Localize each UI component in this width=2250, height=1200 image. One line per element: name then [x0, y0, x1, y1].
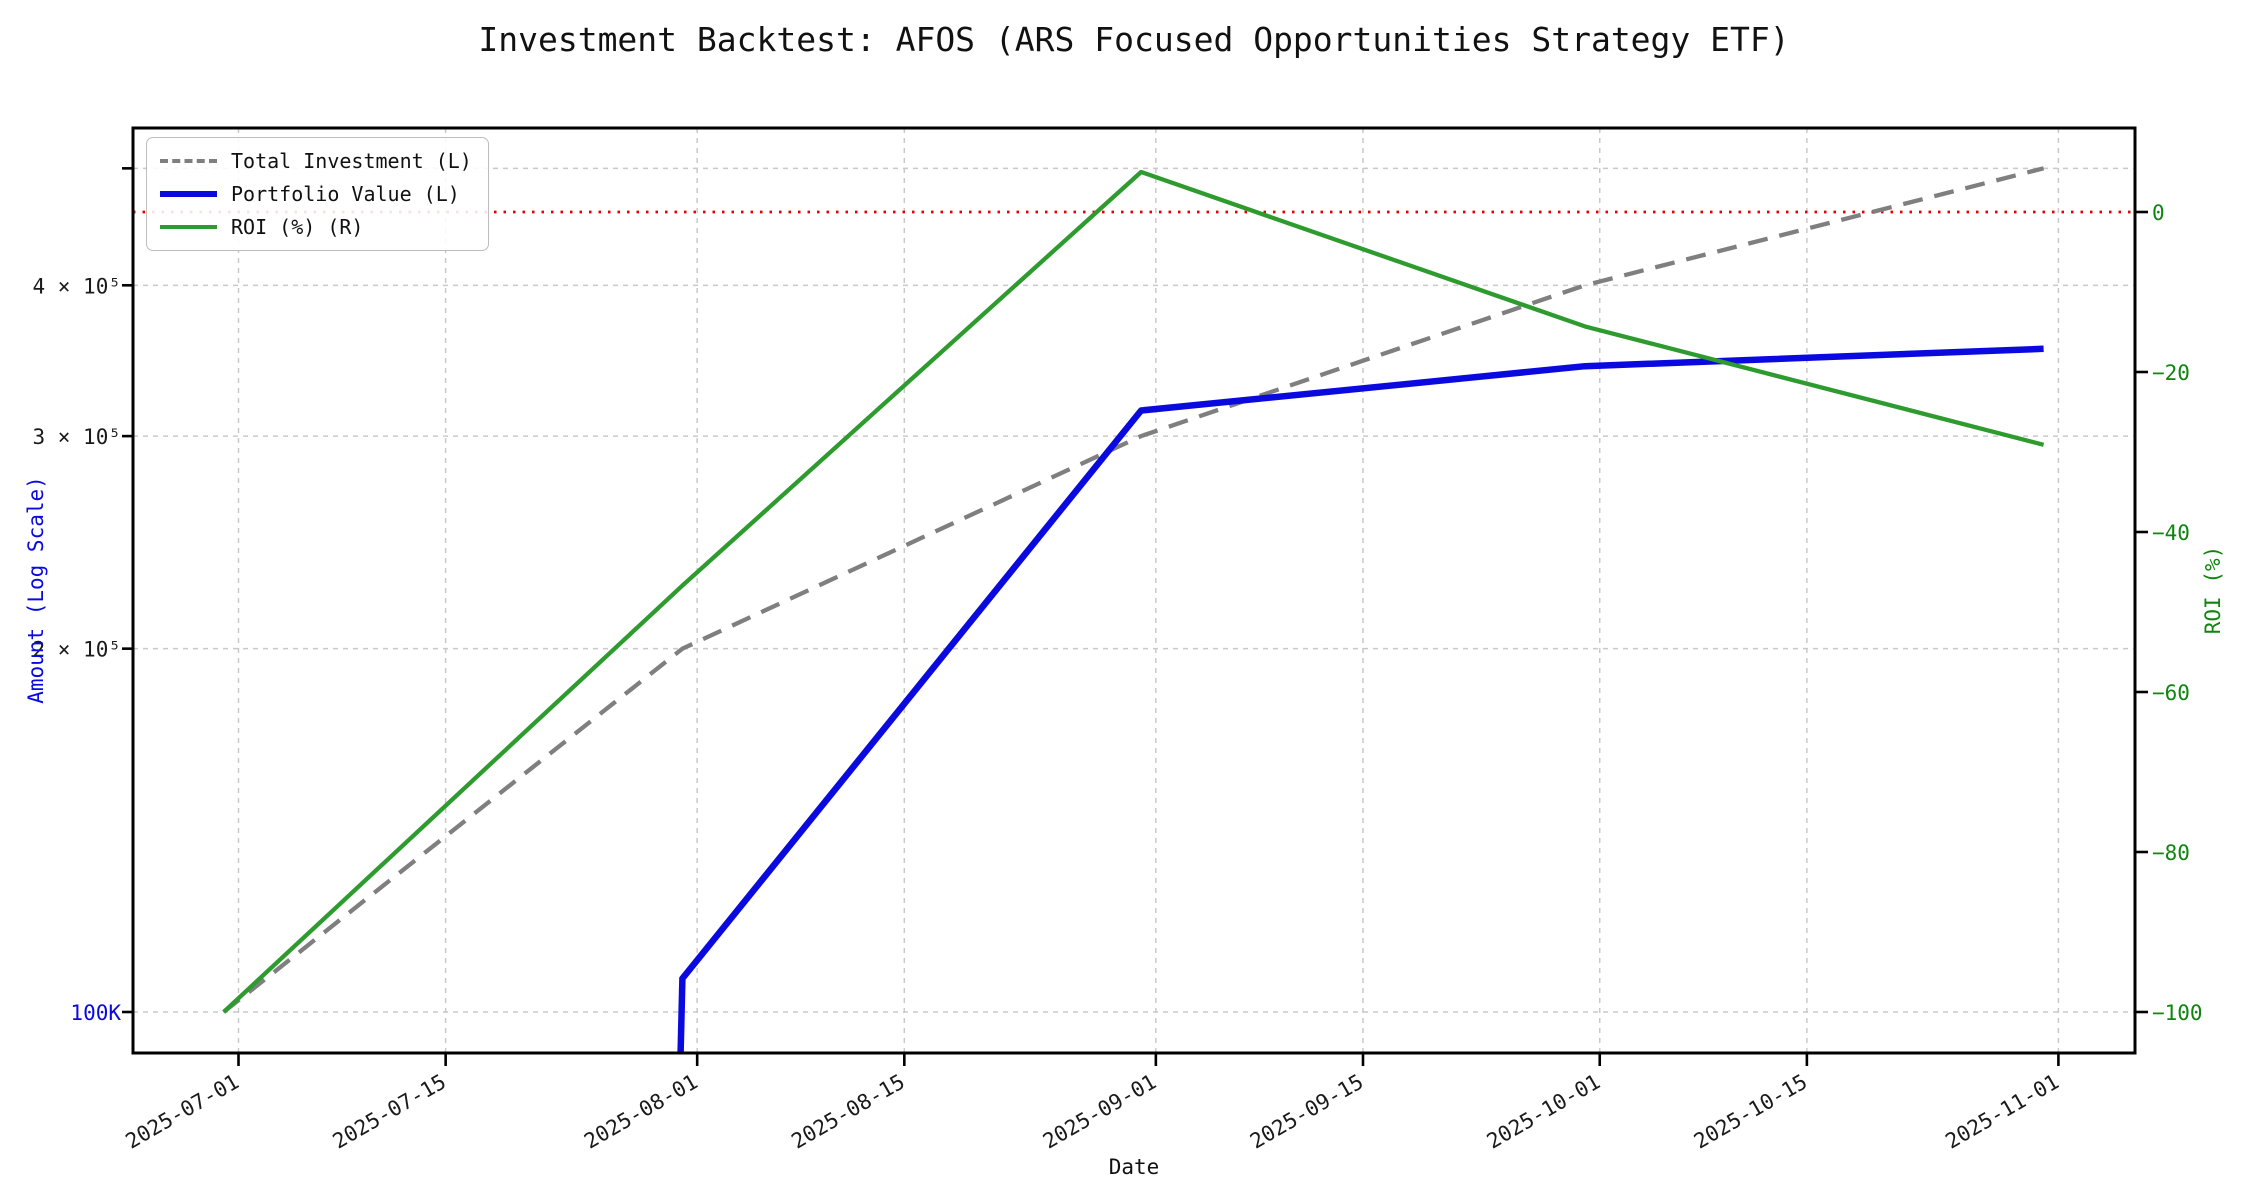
y-right-tick-label: −60 — [2152, 681, 2190, 705]
plot-border — [131, 126, 2137, 1055]
legend-label: Total Investment (L) — [231, 149, 472, 173]
series-roi-line — [222, 169, 2045, 1014]
x-tick-label: 2025-08-15 — [787, 1070, 908, 1154]
x-tick-label: 2025-11-01 — [1941, 1070, 2062, 1154]
y-right-axis-label: ROI (%) — [2201, 545, 2225, 635]
y-right-tick-label: −20 — [2152, 361, 2190, 385]
legend-item-total-investment: Total Investment (L) — [160, 149, 472, 173]
legend-blue-line-sample — [160, 191, 217, 197]
legend: Total Investment (L) Portfolio Value (L)… — [146, 137, 489, 251]
y-right-tick-label: −80 — [2152, 841, 2190, 865]
series-portfolio-value-line — [677, 345, 2044, 1053]
y-left-axis-label: Amount (Log Scale) — [24, 476, 48, 704]
x-tick-label: 2025-07-15 — [329, 1070, 450, 1154]
y-right-tick-label: 0 — [2152, 201, 2165, 225]
y-left-tick-label: 4 × 10⁵ — [32, 274, 121, 298]
x-axis-label: Date — [1108, 1155, 1160, 1179]
legend-green-line-sample — [160, 225, 217, 229]
chart-title: Investment Backtest: AFOS (ARS Focused O… — [478, 20, 1790, 59]
y-left-tick-label: 100K — [70, 1001, 121, 1025]
legend-item-roi: ROI (%) (R) — [160, 215, 472, 239]
legend-item-portfolio-value: Portfolio Value (L) — [160, 182, 472, 206]
x-tick-label: 2025-09-15 — [1246, 1070, 1367, 1154]
y-left-tick-label: 2 × 10⁵ — [32, 638, 121, 662]
x-tick-label: 2025-10-15 — [1690, 1070, 1811, 1154]
y-left-tick-label: 3 × 10⁵ — [32, 425, 121, 449]
series-total-investment-line — [222, 166, 2045, 1014]
x-tick-label: 2025-09-01 — [1039, 1070, 1160, 1154]
y-right-tick-label: −100 — [2152, 1001, 2203, 1025]
legend-dashed-line-sample — [160, 159, 217, 163]
legend-label: Portfolio Value (L) — [231, 182, 460, 206]
x-tick-label: 2025-08-01 — [580, 1070, 701, 1154]
x-tick-label: 2025-07-01 — [122, 1070, 243, 1154]
x-tick-label: 2025-10-01 — [1483, 1070, 1604, 1154]
legend-label: ROI (%) (R) — [231, 215, 364, 239]
y-right-tick-label: −40 — [2152, 521, 2190, 545]
